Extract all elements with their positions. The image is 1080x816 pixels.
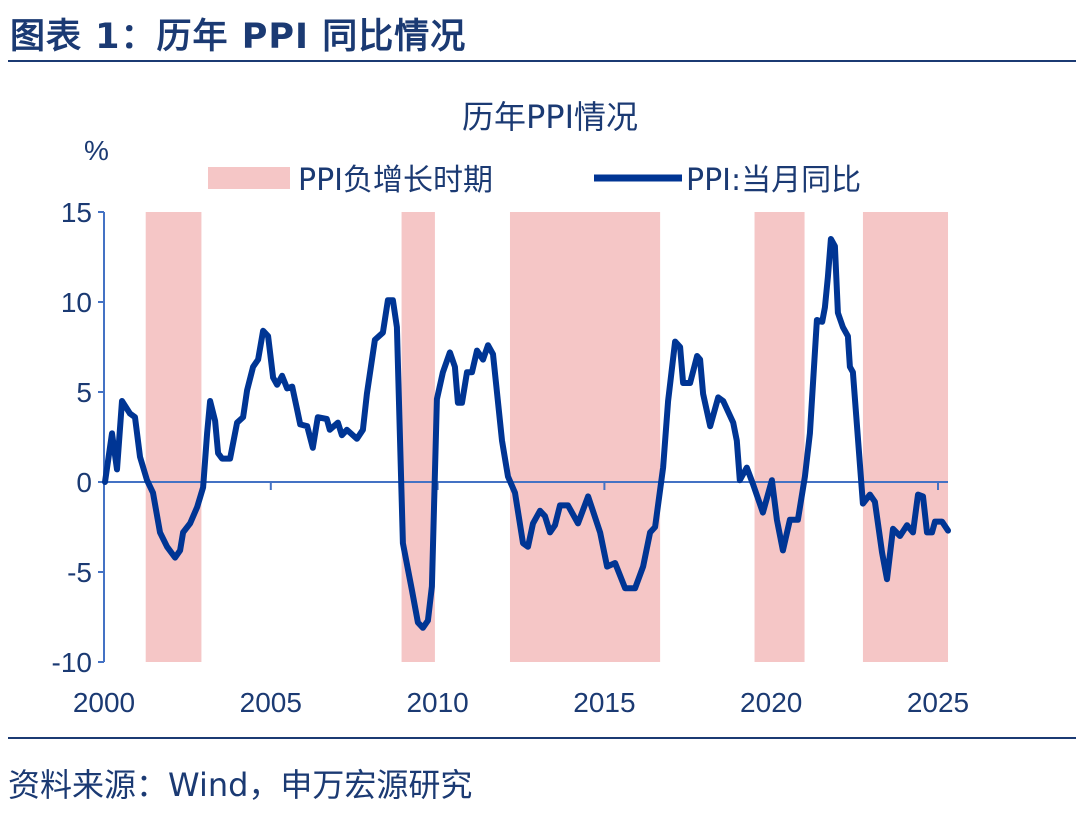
y-tick-label: -5 bbox=[67, 557, 92, 588]
negative-growth-band bbox=[862, 212, 949, 662]
y-axis-unit: % bbox=[84, 135, 109, 166]
y-tick-label: 0 bbox=[76, 467, 92, 498]
x-tick-label: 2010 bbox=[406, 687, 468, 718]
chart-title: 历年PPI情况 bbox=[462, 98, 638, 136]
y-tick-label: 15 bbox=[61, 197, 92, 228]
legend: PPI负增长时期 PPI:当月同比 bbox=[208, 163, 861, 198]
y-tick-label: 5 bbox=[76, 377, 92, 408]
negative-growth-band bbox=[145, 212, 202, 662]
negative-growth-band bbox=[509, 212, 661, 662]
figure-header: 图表 1：历年 PPI 同比情况 bbox=[10, 17, 467, 57]
footer-rule bbox=[8, 737, 1076, 739]
y-tick-label: 10 bbox=[61, 287, 92, 318]
x-tick-label: 2015 bbox=[573, 687, 635, 718]
source-note: 资料来源：Wind，申万宏源研究 bbox=[8, 766, 473, 804]
negative-growth-band bbox=[754, 212, 805, 662]
x-tick-label: 2005 bbox=[240, 687, 302, 718]
x-tick-label: 2025 bbox=[907, 687, 969, 718]
legend-line-label: PPI:当月同比 bbox=[686, 163, 861, 198]
x-tick-label: 2000 bbox=[73, 687, 135, 718]
ppi-series-line bbox=[102, 236, 951, 631]
header-rule bbox=[8, 60, 1076, 62]
legend-band-swatch bbox=[208, 167, 290, 189]
legend-band-label: PPI负增长时期 bbox=[298, 163, 493, 198]
y-tick-label: -10 bbox=[52, 647, 92, 678]
x-tick-label: 2020 bbox=[740, 687, 802, 718]
